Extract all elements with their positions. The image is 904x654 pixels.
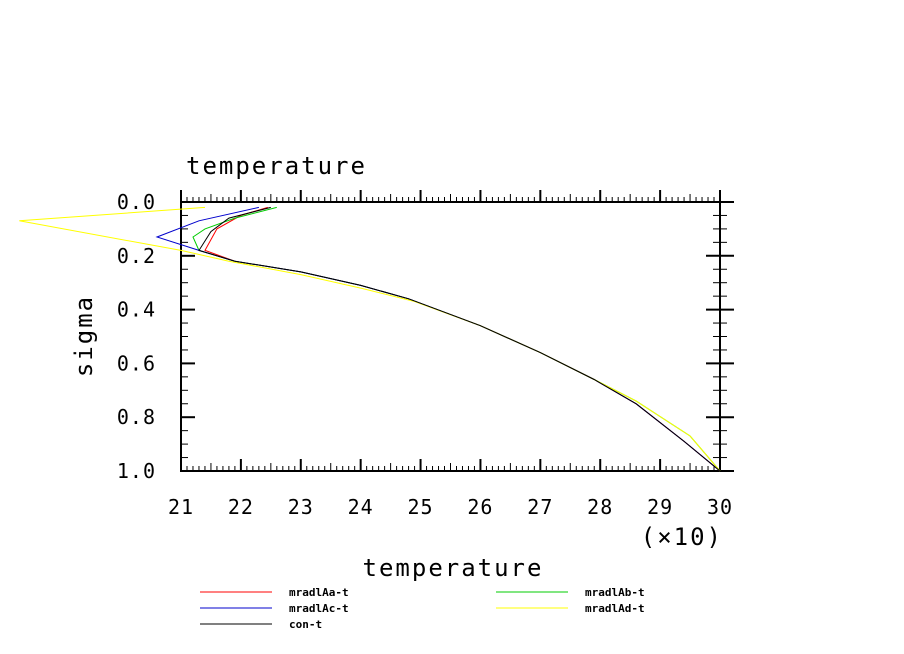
x-tick-label: 24 xyxy=(348,495,374,519)
x-tick-label: 23 xyxy=(288,495,314,519)
y-tick-labels: 0.0 0.2 0.4 0.6 0.8 1.0 xyxy=(117,190,156,483)
x-tick-label: 21 xyxy=(168,495,194,519)
x-tick-label: 25 xyxy=(408,495,434,519)
y-tick-label: 0.4 xyxy=(117,298,156,322)
x-tick-label: 22 xyxy=(228,495,254,519)
series-line-mradlAa-t xyxy=(204,206,721,472)
chart-title: temperature xyxy=(186,152,367,180)
legend-label: mradlAa-t xyxy=(289,586,349,599)
plot-frame xyxy=(180,201,721,472)
legend-label: mradlAd-t xyxy=(585,602,645,615)
legend-label: mradlAc-t xyxy=(289,602,349,615)
legend-label: con-t xyxy=(289,618,322,631)
y-tick-label: 0.2 xyxy=(117,244,156,268)
x-tick-label: 26 xyxy=(467,495,493,519)
legend-label: mradlAb-t xyxy=(585,586,645,599)
x-axis-label: temperature xyxy=(363,554,544,582)
y-tick-label: 1.0 xyxy=(117,459,156,483)
axes xyxy=(180,190,734,472)
x-tick-label: 29 xyxy=(647,495,673,519)
y-tick-label: 0.6 xyxy=(117,351,156,375)
y-axis-label: sigma xyxy=(70,295,98,377)
x-tick-label: 27 xyxy=(527,495,553,519)
x-scale-note: (×10) xyxy=(641,523,723,551)
series-line-mradlAb-t xyxy=(192,206,721,472)
x-tick-label: 28 xyxy=(587,495,613,519)
series-line-con-t xyxy=(198,206,721,472)
series-line-mradlAc-t xyxy=(155,206,721,472)
x-tick-label: 30 xyxy=(707,495,733,519)
y-tick-label: 0.0 xyxy=(117,190,156,214)
series-lines xyxy=(19,206,721,472)
legend: mradlAa-t mradlAb-t mradlAc-t mradlAd-t con-… xyxy=(200,586,645,631)
y-tick-label: 0.8 xyxy=(117,405,156,429)
x-tick-labels: 21 22 23 24 25 26 27 28 29 30 xyxy=(168,495,733,519)
